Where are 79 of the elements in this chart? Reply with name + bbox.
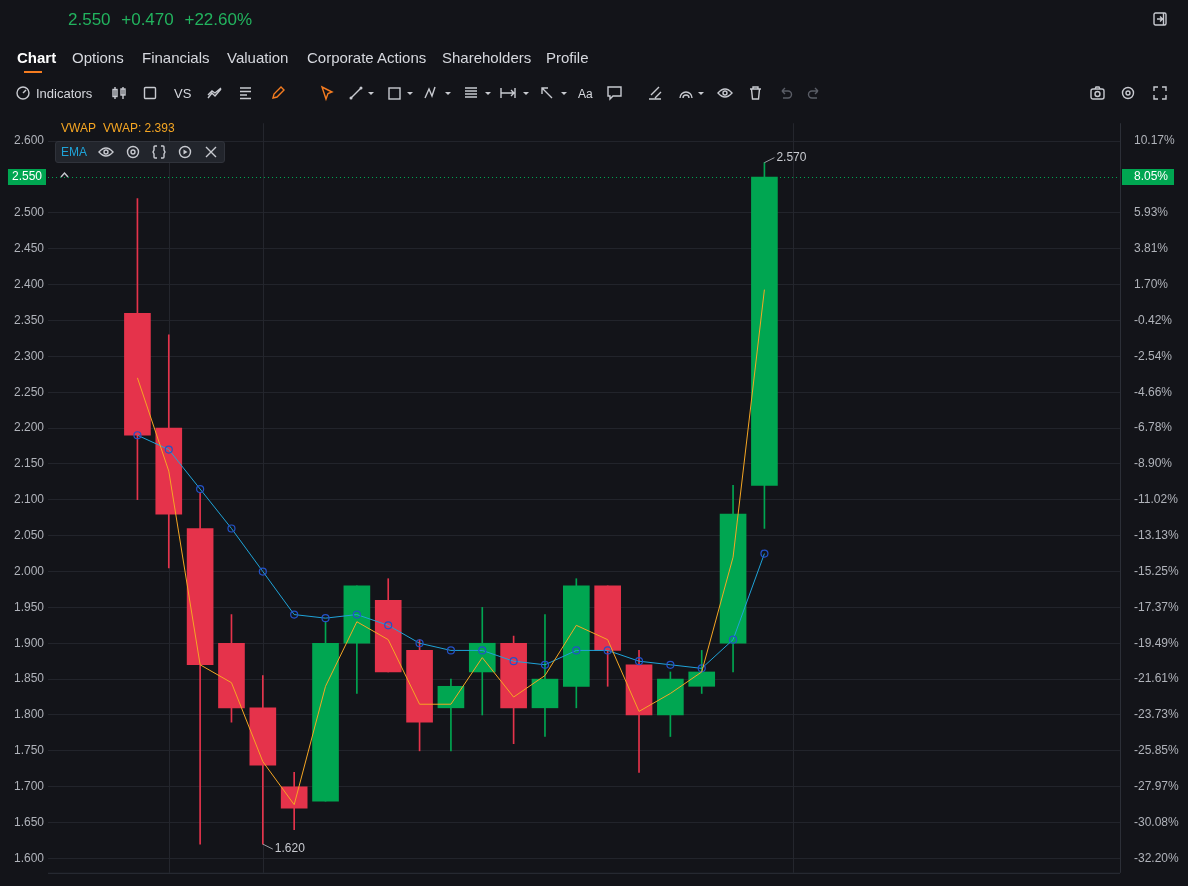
y-tick-label: 1.650	[13, 814, 45, 829]
y2-tick-label: -19.49%	[1134, 635, 1180, 650]
text: VS	[174, 86, 192, 101]
y-tick-label: 2.150	[13, 456, 45, 471]
y-tick-label: 2.250	[13, 384, 45, 399]
y2-tick-label: -23.73%	[1134, 707, 1180, 722]
point	[446, 646, 456, 655]
y-tick-label: 1.900	[13, 635, 45, 650]
point	[634, 657, 644, 666]
y-tick-label: 2.200	[13, 420, 45, 435]
text: Financials	[142, 49, 210, 66]
text: Corporate Actions	[307, 49, 427, 66]
y2-tick-label: -0.42%	[1134, 312, 1173, 327]
point	[728, 635, 738, 644]
y-tick-label: 1.850	[13, 671, 45, 686]
y2-tick-label: -11.02%	[1134, 492, 1179, 507]
y-tick-label: 2.400	[13, 276, 45, 291]
annotation: 2.570	[776, 149, 807, 164]
y-tick-label: 2.450	[13, 241, 45, 256]
chart-subtitle: 2.550 +0.470 +22.60%	[68, 10, 253, 30]
y-tick-label: 1.600	[13, 850, 45, 865]
y-tick-label: 1.950	[13, 599, 45, 614]
y2-tick-label: -27.97%	[1134, 779, 1180, 794]
annotation: 1.620	[274, 841, 306, 856]
y2-tick-label: 5.93%	[1134, 205, 1169, 220]
y-tick-label: 2.050	[13, 527, 45, 542]
y2-tick-label: -25.85%	[1134, 743, 1180, 758]
ref-line-label: 2.550	[11, 169, 43, 184]
point	[760, 549, 769, 558]
y2-tick-label: -13.13%	[1134, 527, 1180, 542]
point	[697, 664, 706, 673]
text: Indicators	[36, 86, 93, 101]
point	[540, 660, 550, 669]
point	[352, 610, 361, 619]
y2-tick-label: -30.08%	[1134, 814, 1180, 829]
y-tick-label: 1.700	[13, 779, 45, 794]
point	[133, 431, 142, 440]
point	[321, 614, 330, 623]
text: Profile	[546, 49, 589, 66]
y2-tick-label: -4.66%	[1134, 384, 1173, 399]
y2-tick-label: 3.81%	[1134, 241, 1169, 256]
y2-tick-label: 1.70%	[1134, 276, 1169, 291]
text: Shareholders	[442, 49, 532, 66]
point	[666, 660, 675, 669]
y2-tick-label: -6.78%	[1134, 420, 1173, 435]
y-tick-label: 2.300	[13, 348, 45, 363]
text: Options	[72, 49, 124, 66]
y2-tick-label: 8.05%	[1134, 169, 1169, 184]
text: Aa	[578, 87, 593, 101]
point	[290, 610, 299, 619]
y-tick-label: 1.750	[13, 743, 45, 758]
y-tick-label: 2.500	[13, 205, 45, 220]
text: Valuation	[227, 49, 289, 66]
y-tick-label: 2.350	[13, 312, 45, 327]
point	[509, 657, 518, 666]
y-tick-label: 2.100	[13, 492, 45, 507]
y2-tick-label: -21.61%	[1134, 671, 1180, 686]
y2-tick-label: -17.37%	[1134, 599, 1180, 614]
y2-tick-label: -2.54%	[1134, 348, 1173, 363]
y-tick-label: 2.600	[13, 133, 45, 148]
text: EMA	[61, 145, 88, 159]
annotation: VWAP: 2.393	[103, 121, 175, 135]
point	[196, 484, 205, 494]
point	[227, 524, 236, 533]
text: Chart	[17, 49, 57, 66]
y2-tick-label: 10.17%	[1134, 133, 1176, 148]
point	[415, 639, 424, 648]
point	[164, 445, 173, 454]
y-tick-label: 2.000	[13, 563, 45, 578]
point	[478, 646, 487, 655]
point	[572, 646, 581, 655]
point	[603, 646, 612, 655]
y-tick-label: 1.800	[13, 707, 45, 722]
y2-tick-label: -15.25%	[1134, 563, 1180, 578]
y2-tick-label: -32.20%	[1134, 850, 1180, 865]
text: VWAP	[61, 121, 96, 135]
point	[384, 621, 393, 630]
y2-tick-label: -8.90%	[1134, 456, 1173, 471]
point	[258, 567, 267, 576]
